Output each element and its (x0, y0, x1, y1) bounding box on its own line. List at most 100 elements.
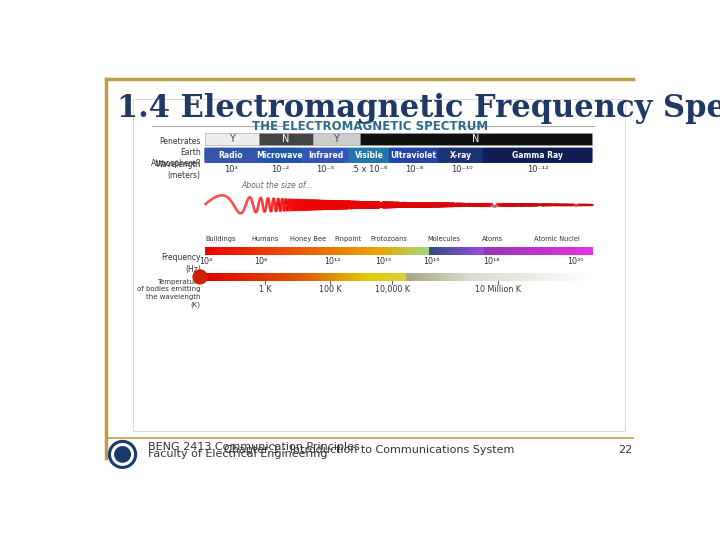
Bar (526, 273, 527, 281)
Bar (410, 247, 412, 255)
Bar (313, 247, 314, 255)
Bar (480, 273, 481, 281)
Bar (442, 247, 443, 255)
Bar (476, 273, 477, 281)
Bar (350, 247, 351, 255)
Bar (329, 273, 330, 281)
Bar (500, 273, 502, 281)
Bar (500, 247, 501, 255)
Bar (558, 247, 559, 255)
Bar (410, 247, 411, 255)
Bar (257, 273, 258, 281)
Bar (432, 247, 433, 255)
Bar (328, 273, 329, 281)
Bar (214, 247, 215, 255)
Bar (415, 247, 416, 255)
Text: 10⁻²: 10⁻² (271, 165, 289, 174)
Bar (418, 273, 419, 281)
Bar (482, 247, 483, 255)
Bar (435, 273, 436, 281)
Bar (544, 247, 545, 255)
Bar (360, 273, 361, 281)
Bar (358, 273, 359, 281)
Bar (404, 273, 405, 281)
Bar (513, 273, 515, 281)
Bar (312, 273, 313, 281)
Bar (421, 247, 422, 255)
Bar (220, 247, 221, 255)
Bar (235, 273, 237, 281)
Bar (283, 247, 284, 255)
Bar (469, 273, 470, 281)
Bar (241, 247, 243, 255)
Bar (282, 273, 283, 281)
Bar (424, 247, 426, 255)
Bar (531, 247, 533, 255)
Bar (483, 273, 484, 281)
Bar (341, 247, 342, 255)
Bar (467, 273, 469, 281)
Bar (579, 247, 580, 255)
Bar (485, 273, 486, 281)
Text: Protozoans: Protozoans (370, 236, 407, 242)
Bar (274, 273, 276, 281)
Bar (446, 273, 447, 281)
Bar (275, 273, 276, 281)
Bar (420, 273, 421, 281)
Bar (249, 247, 251, 255)
Bar (411, 273, 413, 281)
Bar (330, 273, 332, 281)
Bar (419, 273, 420, 281)
Bar (217, 273, 218, 281)
Bar (379, 273, 380, 281)
Bar (570, 273, 571, 281)
Bar (552, 273, 553, 281)
Bar (359, 247, 360, 255)
Bar (385, 273, 387, 281)
Bar (488, 247, 490, 255)
Bar (354, 273, 356, 281)
Text: 10,000 K: 10,000 K (374, 285, 410, 294)
Bar (579, 273, 580, 281)
Bar (531, 247, 532, 255)
Bar (561, 247, 562, 255)
Bar (376, 273, 377, 281)
Bar (532, 247, 534, 255)
Bar (559, 247, 560, 255)
Bar (592, 273, 593, 281)
Bar (566, 247, 567, 255)
Bar (295, 273, 296, 281)
Bar (274, 247, 275, 255)
Bar (508, 247, 509, 255)
Bar (567, 247, 569, 255)
Bar (336, 273, 338, 281)
Bar (259, 133, 313, 145)
Bar (401, 273, 402, 281)
Bar (455, 247, 456, 255)
Bar (242, 273, 243, 281)
Text: Frequency
(Hz): Frequency (Hz) (161, 253, 201, 274)
Bar (246, 247, 247, 255)
Bar (248, 247, 249, 255)
Bar (261, 273, 263, 281)
Bar (510, 273, 512, 281)
Bar (305, 247, 307, 255)
Bar (524, 273, 526, 281)
Bar (262, 273, 264, 281)
Bar (498, 247, 500, 255)
Bar (569, 247, 570, 255)
Bar (581, 247, 582, 255)
Bar (491, 247, 492, 255)
Bar (556, 273, 557, 281)
Bar (338, 273, 339, 281)
Bar (517, 273, 518, 281)
Bar (231, 247, 233, 255)
Bar (343, 247, 345, 255)
Bar (274, 273, 275, 281)
Bar (290, 273, 291, 281)
Bar (430, 273, 431, 281)
Bar (441, 273, 442, 281)
Bar (367, 247, 369, 255)
Bar (331, 247, 333, 255)
Bar (369, 273, 370, 281)
